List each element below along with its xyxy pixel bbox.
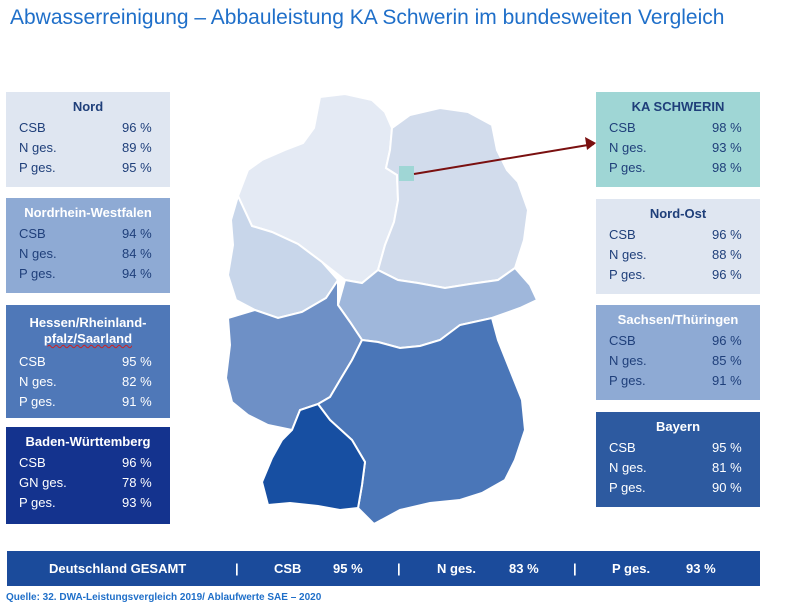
page-title: Abwasserreinigung – Abbauleistung KA Sch… — [10, 6, 725, 29]
region-box-hessen: Hessen/Rheinland- pfalz/Saarland CSB 95 %… — [6, 305, 170, 418]
metric-value: 78 % — [122, 475, 152, 490]
metric-label: GN ges. — [19, 475, 67, 490]
metric-label: P ges. — [609, 373, 646, 388]
metric-label: CSB — [609, 333, 636, 348]
metric-value: 89 % — [122, 140, 152, 155]
metric-value: 95 % — [712, 440, 742, 455]
metric-value: 96 % — [712, 227, 742, 242]
metric-label: P ges. — [609, 160, 646, 175]
metric-label: N ges. — [609, 247, 647, 262]
metric-label: P ges. — [19, 394, 56, 409]
region-name: Hessen/Rheinland- pfalz/Saarland — [6, 305, 170, 350]
metric-value: 90 % — [712, 480, 742, 495]
schwerin-marker — [399, 166, 414, 181]
metric-label: N ges. — [19, 246, 57, 261]
metric-value: 88 % — [712, 247, 742, 262]
metric-value: 96 % — [712, 267, 742, 282]
pointer-arrow-line — [413, 143, 595, 175]
metric-value: 81 % — [712, 460, 742, 475]
region-box-bayern: Bayern CSB 95 % N ges. 81 % P ges. 90 % — [596, 412, 760, 507]
total-label: Deutschland GESAMT — [49, 561, 187, 576]
metric-label: CSB — [19, 354, 46, 369]
region-name: Nord-Ost — [649, 206, 707, 221]
metric-label: P ges. — [19, 495, 56, 510]
metric-value: 98 % — [712, 160, 742, 175]
total-csb-value: 95 % — [333, 561, 363, 576]
metric-label: CSB — [19, 226, 46, 241]
metric-value: 91 % — [122, 394, 152, 409]
metric-label: CSB — [609, 120, 636, 135]
region-box-nordost: Nord-Ost CSB 96 % N ges. 88 % P ges. 96 % — [596, 199, 760, 294]
germany-total-bar: Deutschland GESAMT | CSB 95 % | N ges. 8… — [7, 551, 760, 586]
region-box-bw: Baden-Württemberg CSB 96 % GN ges. 78 % P … — [6, 427, 170, 524]
metric-value: 95 % — [122, 354, 152, 369]
separator: | — [235, 561, 239, 576]
metric-value: 93 % — [122, 495, 152, 510]
metric-label: P ges. — [609, 480, 646, 495]
region-name-line1: Hessen/Rheinland- — [29, 315, 147, 330]
metric-value: 96 % — [122, 455, 152, 470]
metric-label: P ges. — [19, 160, 56, 175]
metric-label: P ges. — [19, 266, 56, 281]
metric-value: 96 % — [122, 120, 152, 135]
metric-value: 84 % — [122, 246, 152, 261]
metric-value: 94 % — [122, 266, 152, 281]
map-region-bw — [260, 402, 367, 512]
metric-value: 93 % — [712, 140, 742, 155]
source-note: Quelle: 32. DWA-Leistungsvergleich 2019/… — [6, 592, 322, 603]
total-p-label: P ges. — [612, 561, 651, 576]
region-name: Baden-Württemberg — [25, 434, 151, 449]
metric-label: CSB — [19, 455, 46, 470]
region-name: Sachsen/Thüringen — [617, 312, 739, 327]
map-region-nordost — [376, 106, 530, 290]
metric-label: CSB — [609, 440, 636, 455]
region-box-schwerin: KA SCHWERIN CSB 98 % N ges. 93 % P ges. 98 … — [596, 92, 760, 187]
metric-label: N ges. — [19, 374, 57, 389]
metric-label: N ges. — [609, 140, 647, 155]
total-n-value: 83 % — [509, 561, 539, 576]
region-name: Bayern — [655, 419, 701, 434]
region-box-nrw: Nordrhein-Westfalen CSB 94 % N ges. 84 % P… — [6, 198, 170, 293]
total-csb-label: CSB — [274, 561, 302, 576]
separator: | — [397, 561, 401, 576]
separator: | — [573, 561, 577, 576]
total-p-value: 93 % — [686, 561, 716, 576]
metric-label: N ges. — [609, 353, 647, 368]
metric-value: 98 % — [712, 120, 742, 135]
pointer-arrow-head — [585, 137, 596, 150]
metric-value: 91 % — [712, 373, 742, 388]
metric-value: 94 % — [122, 226, 152, 241]
metric-value: 82 % — [122, 374, 152, 389]
total-n-label: N ges. — [437, 561, 477, 576]
region-name: KA SCHWERIN — [631, 99, 725, 114]
metric-label: CSB — [609, 227, 636, 242]
region-box-sachsen: Sachsen/Thüringen CSB 96 % N ges. 85 % P g… — [596, 305, 760, 400]
metric-value: 96 % — [712, 333, 742, 348]
metric-value: 95 % — [122, 160, 152, 175]
metric-label: P ges. — [609, 267, 646, 282]
region-name-line2: pfalz/Saarland — [43, 331, 133, 346]
region-name: Nordrhein-Westfalen — [24, 205, 152, 220]
metric-label: N ges. — [609, 460, 647, 475]
metric-label: CSB — [19, 120, 46, 135]
region-box-nord: Nord CSB 96 % N ges. 89 % P ges. 95 % — [6, 92, 170, 187]
metric-label: N ges. — [19, 140, 57, 155]
region-name: Nord — [72, 99, 104, 114]
metric-value: 85 % — [712, 353, 742, 368]
